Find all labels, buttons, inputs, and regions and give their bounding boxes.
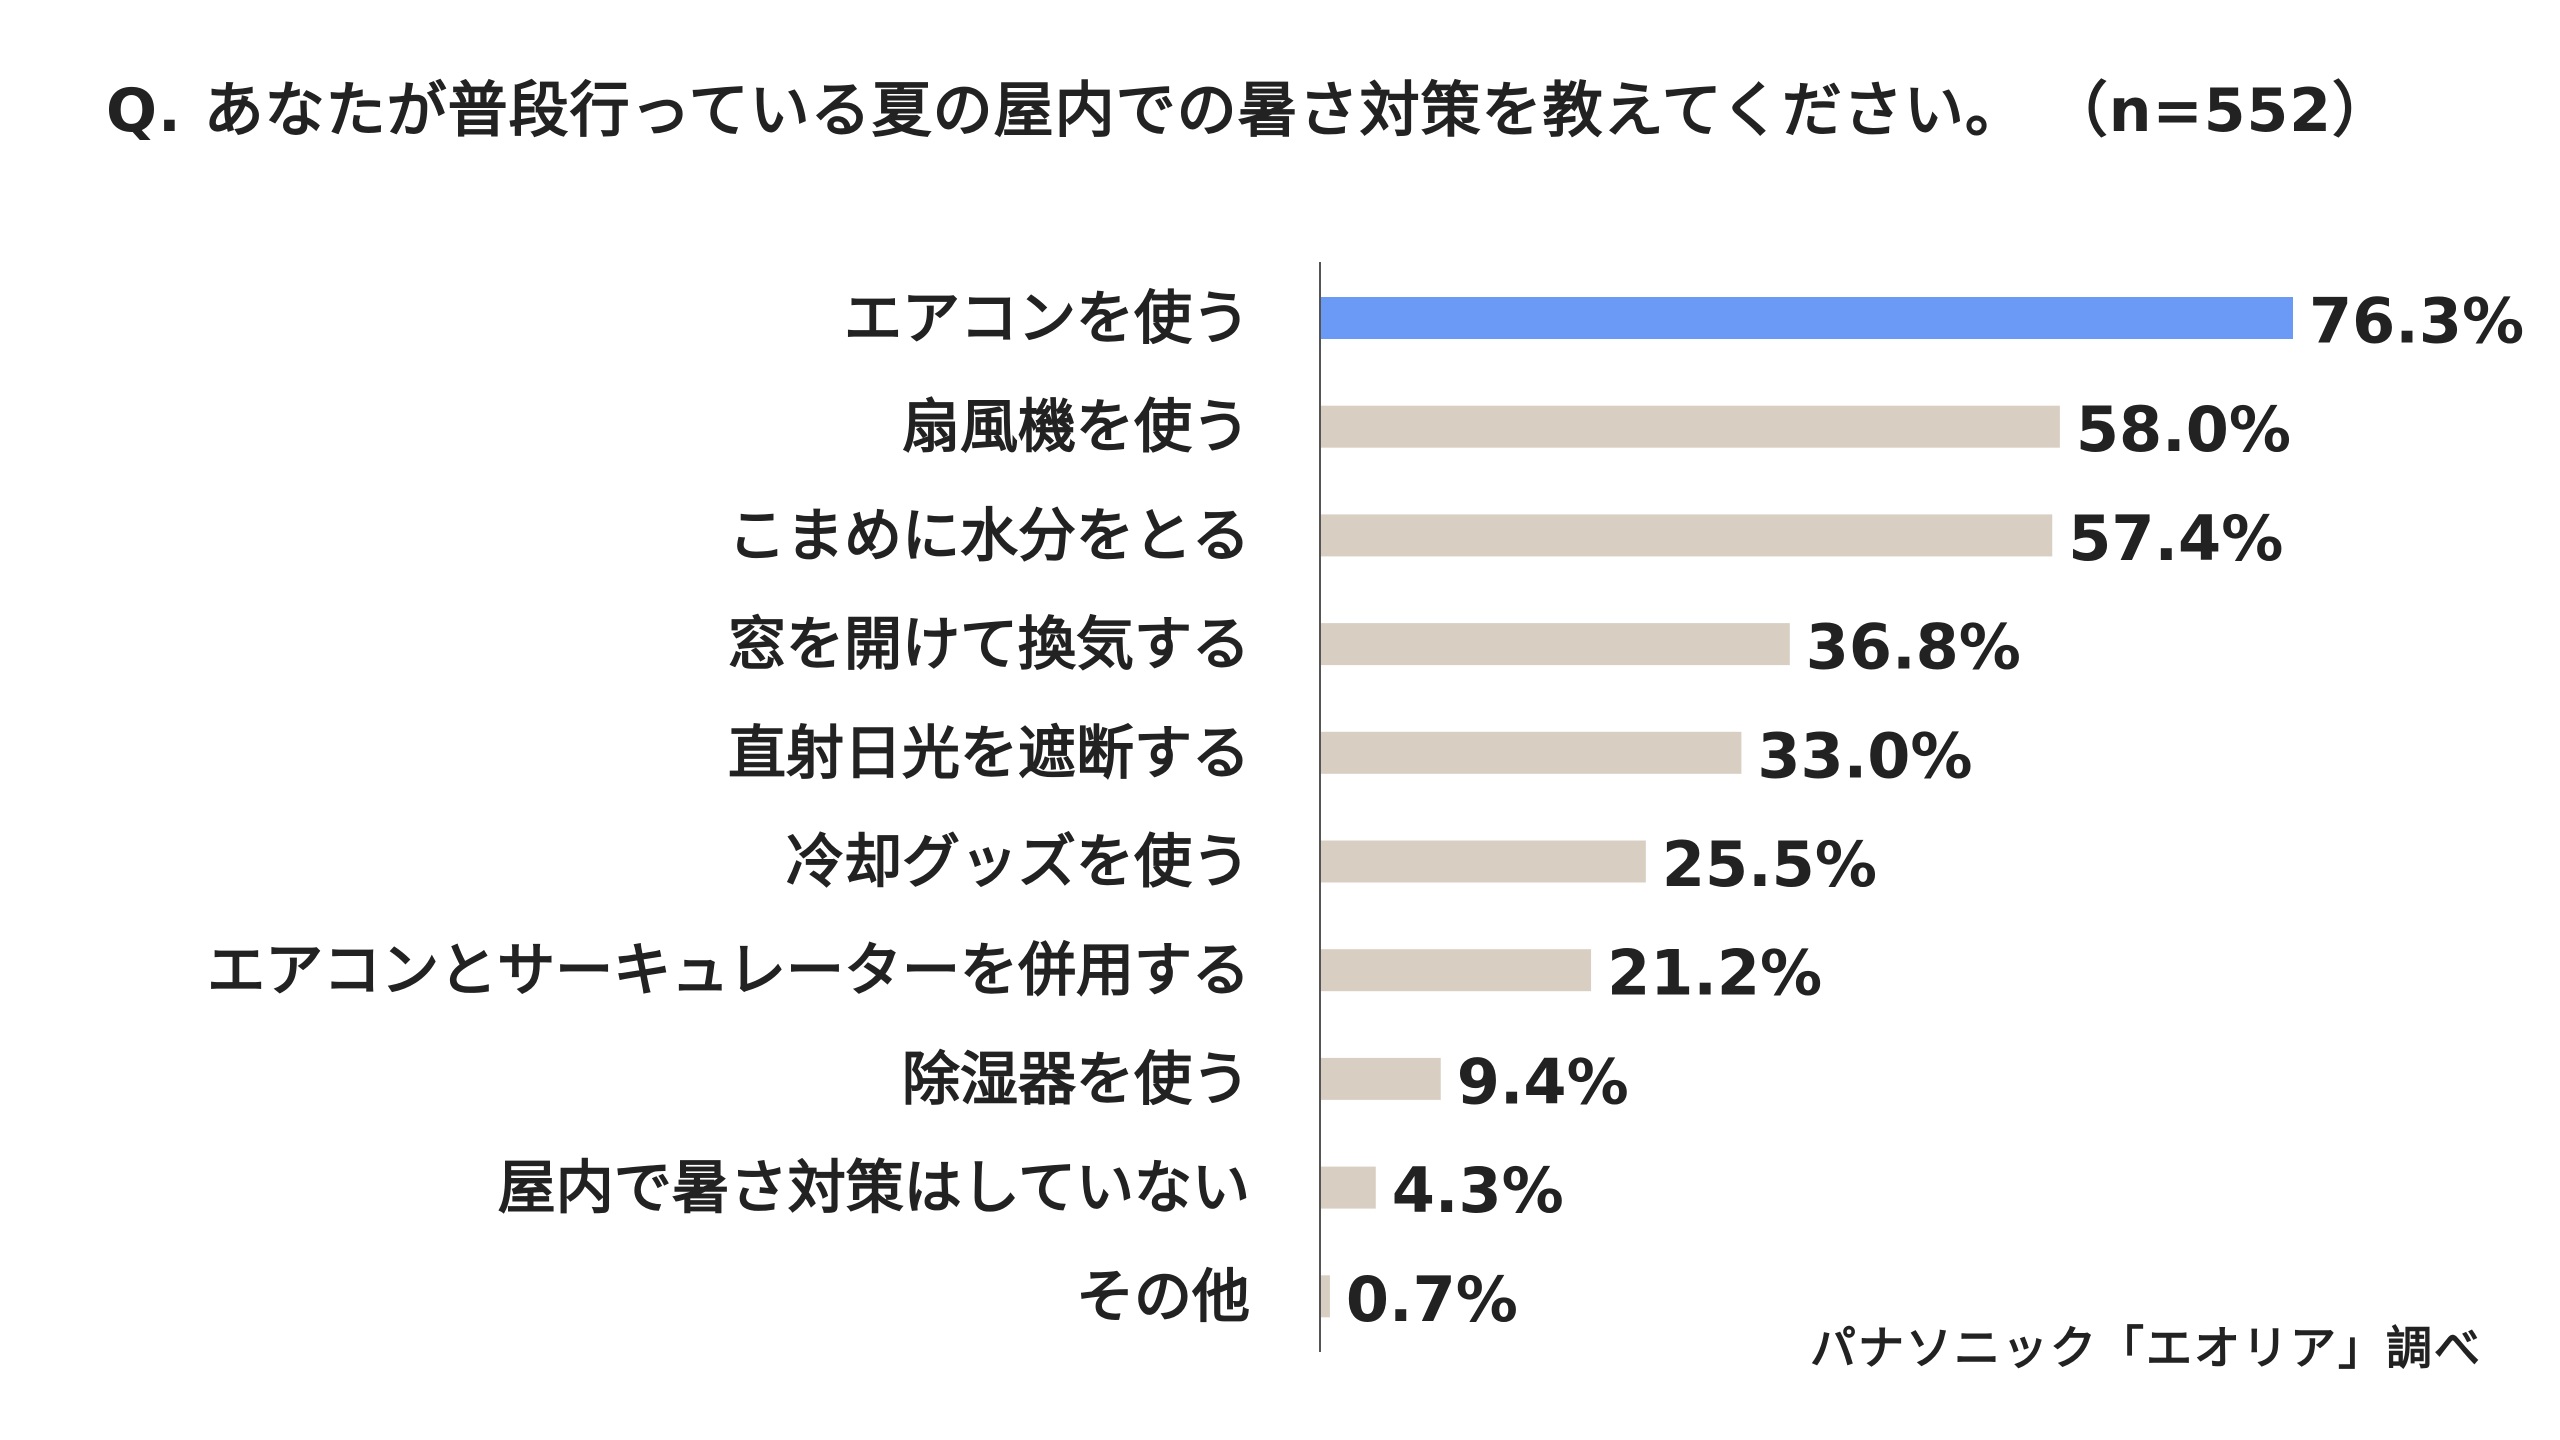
bar [1321, 840, 1646, 883]
category-label: エアコンとサーキュレーターを併用する [207, 936, 1250, 1004]
bar [1321, 1057, 1441, 1100]
category-label: 屋内で暑さ対策はしていない [498, 1154, 1250, 1222]
bar-row: 屋内で暑さ対策はしていない 4.3% [498, 1154, 1564, 1228]
bar-row: 除湿器を使う 9.4% [902, 1045, 1629, 1119]
value-label: 0.7% [1346, 1263, 1518, 1336]
chart-title: Q. あなたが普段行っている夏の屋内での暑さ対策を教えてください。 （n=552… [106, 76, 2394, 146]
value-label: 9.4% [1457, 1045, 1629, 1118]
category-label: 扇風機を使う [902, 393, 1250, 461]
category-label: 窓を開けて換気する [728, 610, 1250, 678]
bar-row: 扇風機を使う 58.0% [902, 393, 2291, 467]
bar [1321, 514, 2053, 557]
category-label: エアコンを使う [844, 284, 1250, 352]
bar [1321, 405, 2060, 448]
bar [1321, 731, 1742, 774]
bar [1321, 1166, 1376, 1209]
bar [1321, 1275, 1330, 1318]
source-note: パナソニック「エオリア」調べ [1810, 1321, 2482, 1375]
value-label: 25.5% [1662, 828, 1877, 901]
value-label: 4.3% [1392, 1154, 1564, 1227]
value-label: 36.8% [1806, 611, 2021, 684]
value-label: 76.3% [2309, 285, 2524, 358]
bar [1321, 623, 1790, 666]
bar [1321, 297, 2293, 339]
bar-row: 窓を開けて換気する 36.8% [728, 610, 2021, 684]
bars-layer: エアコンを使う 76.3% 扇風機を使う 58.0% こまめに水分をとる 57.4% 窓を開… [207, 284, 2524, 1336]
bar-row: その他 0.7% [1076, 1262, 1518, 1336]
bar-row: こまめに水分をとる 57.4% [728, 501, 2283, 575]
bar [1321, 949, 1592, 992]
category-label: 冷却グッズを使う [786, 828, 1250, 896]
category-label: こまめに水分をとる [728, 501, 1250, 569]
category-label: その他 [1076, 1262, 1250, 1330]
bar-row: 冷却グッズを使う 25.5% [786, 828, 1877, 902]
bar-row: エアコンを使う 76.3% [844, 284, 2524, 358]
value-label: 58.0% [2076, 393, 2291, 466]
value-label: 21.2% [1607, 937, 1822, 1010]
value-label: 33.0% [1757, 719, 1972, 792]
bar-row: 直射日光を遮断する 33.0% [728, 719, 1973, 793]
category-label: 除湿器を使う [902, 1045, 1250, 1113]
category-label: 直射日光を遮断する [728, 719, 1250, 787]
bar-row: エアコンとサーキュレーターを併用する 21.2% [207, 936, 1822, 1010]
value-label: 57.4% [2068, 502, 2283, 575]
